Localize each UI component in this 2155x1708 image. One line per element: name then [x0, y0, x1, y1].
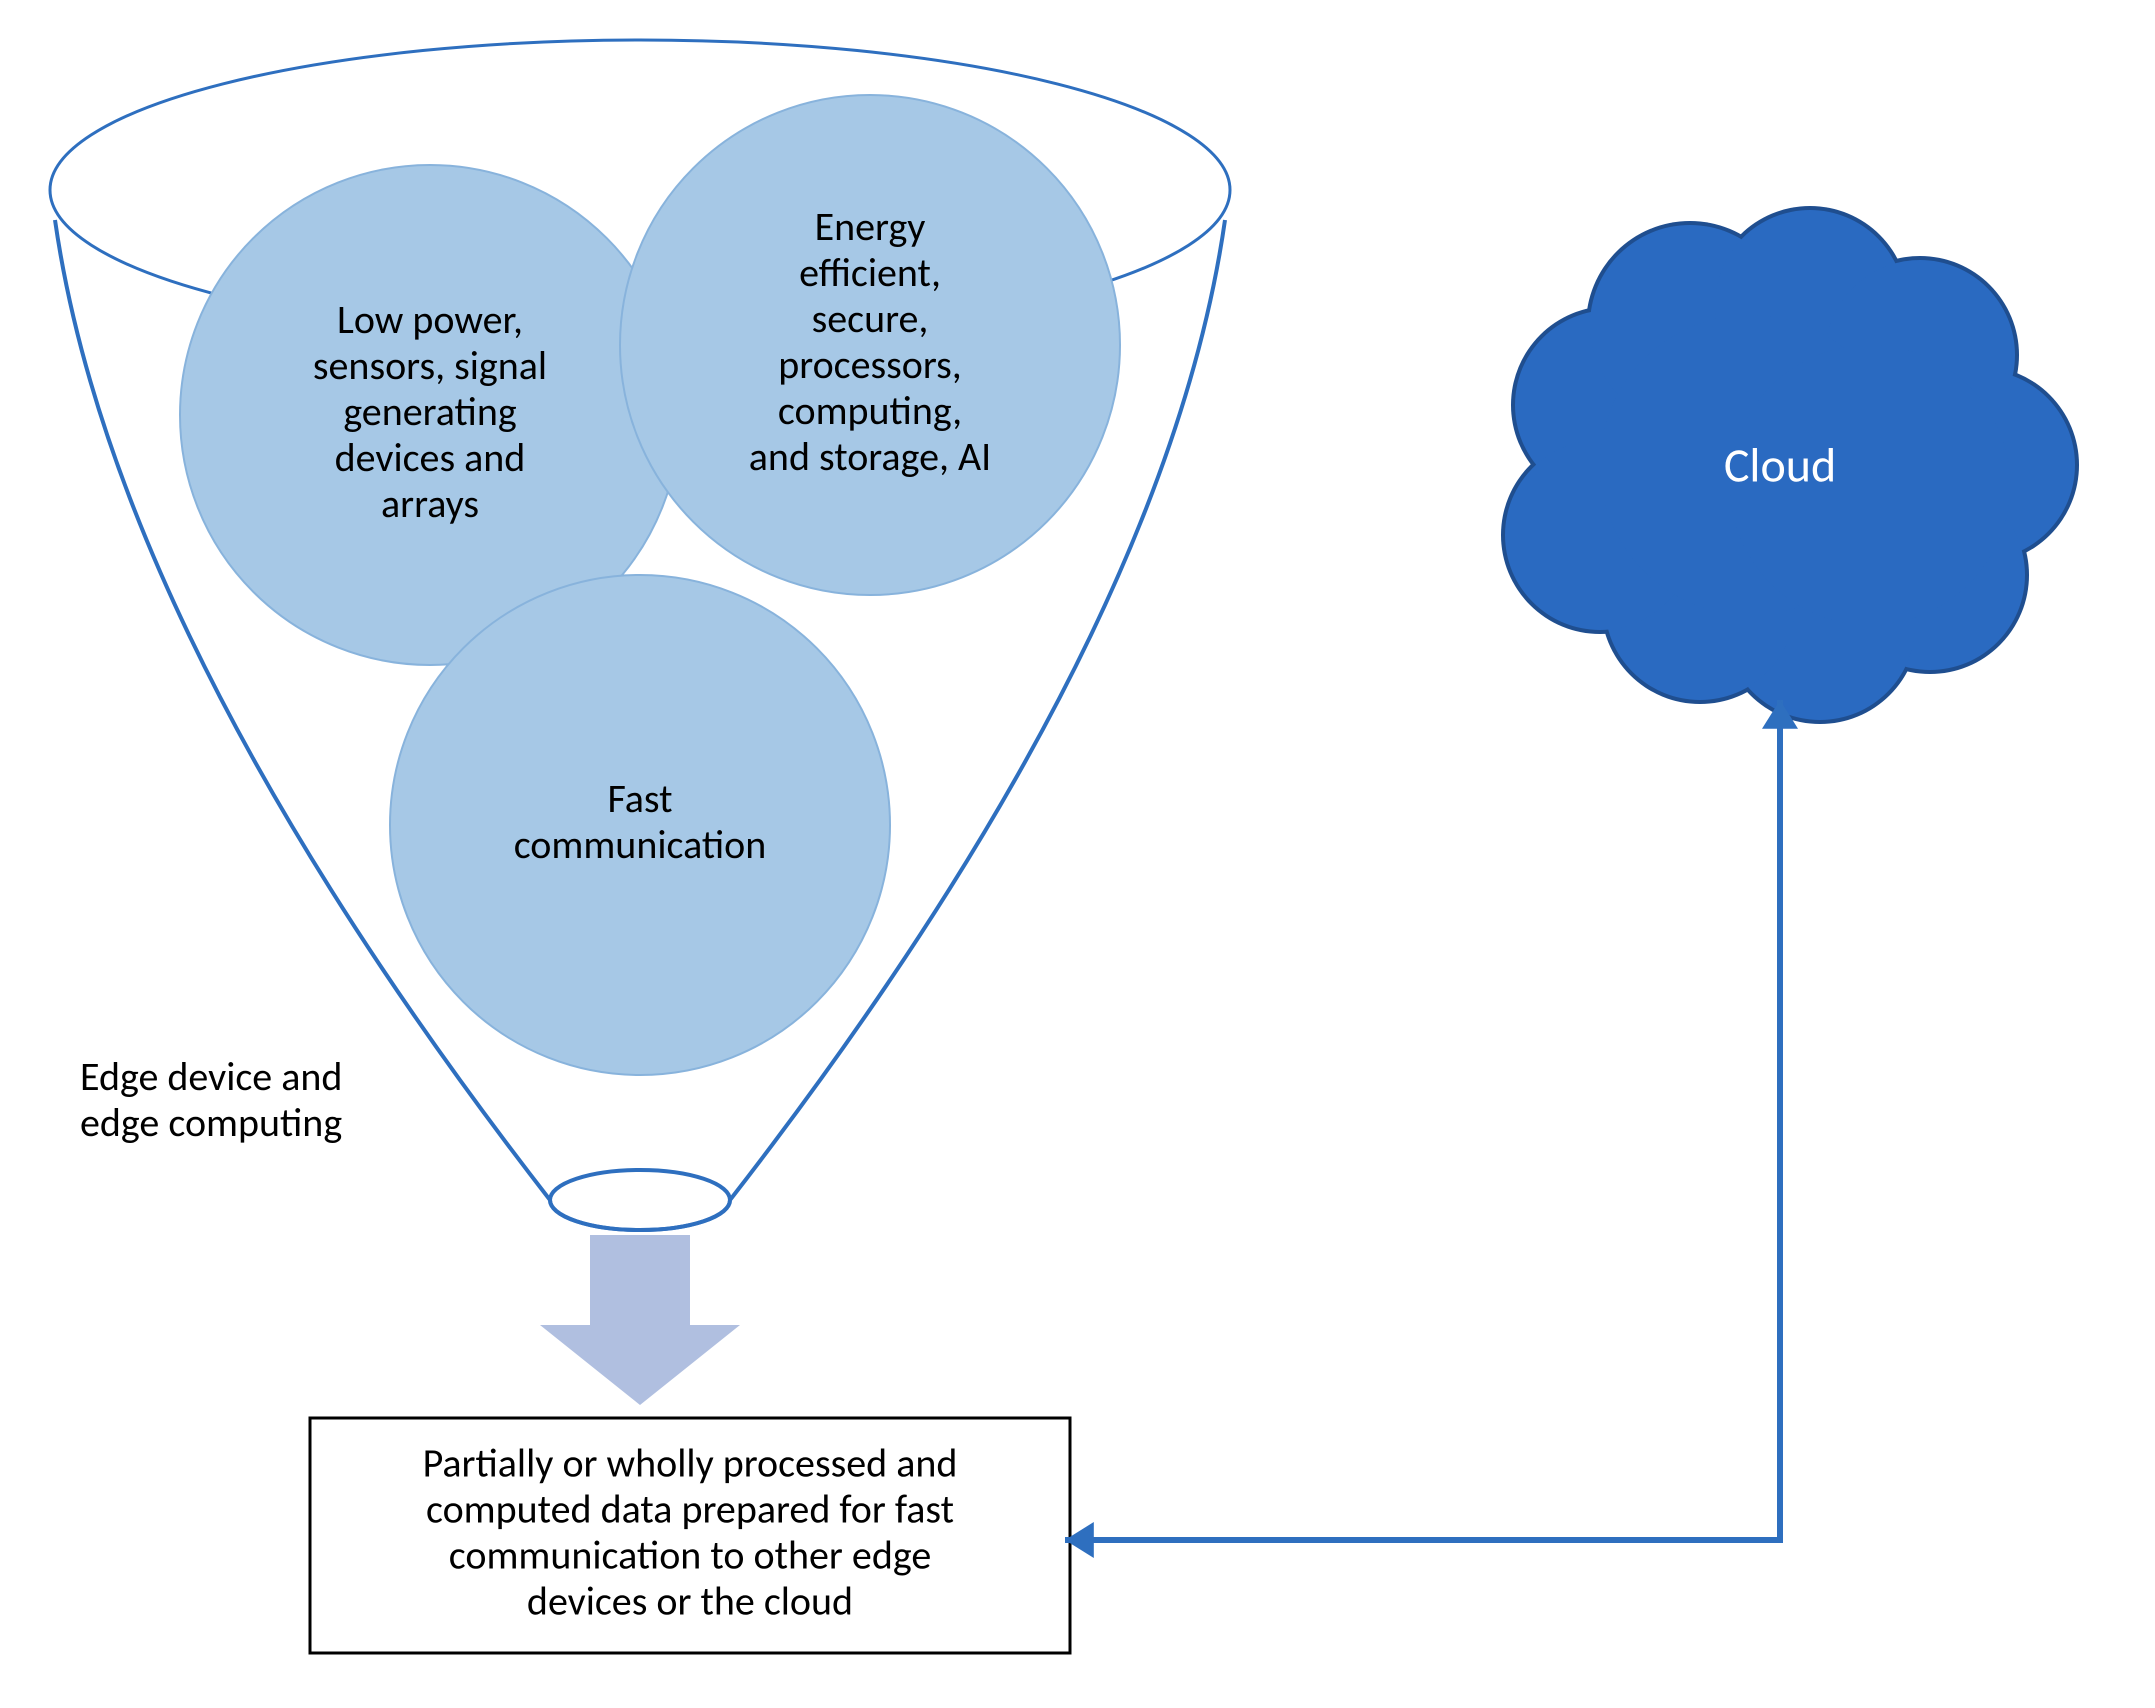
- edge-label: Edge device andedge computing: [80, 1052, 342, 1147]
- funnel-outlet: [550, 1170, 730, 1230]
- cloud-icon: Cloud: [1501, 206, 2079, 724]
- cloud-label: Cloud: [1724, 435, 1836, 494]
- diagram-canvas: Low power,sensors, signalgeneratingdevic…: [0, 0, 2155, 1703]
- down-arrow-icon: [540, 1235, 740, 1405]
- cloud-box-connector: [1065, 700, 1780, 1540]
